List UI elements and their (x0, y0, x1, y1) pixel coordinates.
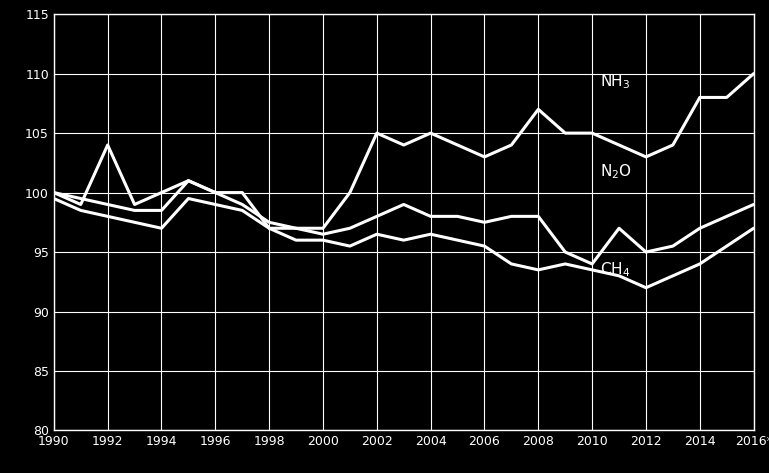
Text: CH$_4$: CH$_4$ (600, 261, 631, 279)
Text: NH$_3$: NH$_3$ (600, 73, 631, 91)
Text: N$_2$O: N$_2$O (600, 162, 632, 181)
